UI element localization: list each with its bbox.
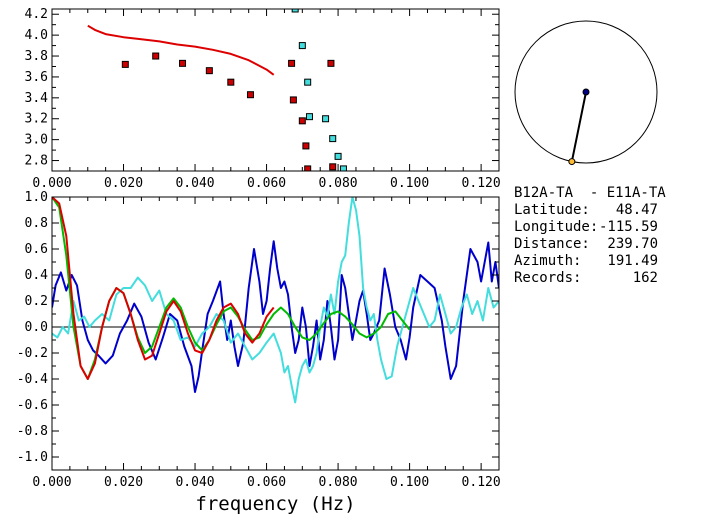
latitude-label: Latitude: [514, 202, 590, 218]
y-tick-label: 3.4 [25, 91, 49, 106]
series-line [52, 197, 499, 404]
data-point [291, 9, 299, 13]
x-tick-label: 0.120 [462, 475, 501, 490]
plot-frame [51, 8, 500, 172]
data-point [302, 142, 310, 150]
station-end-marker [568, 158, 576, 166]
series-line [52, 240, 499, 393]
y-tick-label: 2.8 [25, 154, 48, 169]
series-line [87, 24, 275, 76]
data-point [298, 117, 306, 125]
x-tick-label: 0.080 [319, 475, 358, 490]
data-point [227, 78, 235, 86]
x-tick-label: 0.040 [175, 176, 214, 191]
series-line [52, 197, 275, 380]
y-tick-label: -0.2 [17, 346, 48, 361]
records-label: Records: [514, 270, 582, 286]
azimuth-needle [570, 91, 587, 162]
info-row-azimuth: Azimuth: 191.49 [514, 253, 700, 270]
x-tick-label: 0.080 [319, 176, 358, 191]
series-line [52, 197, 411, 380]
distance-value: 239.70 [607, 236, 658, 252]
longitude-value: -115.59 [598, 219, 658, 235]
x-tick-label: 0.100 [390, 475, 429, 490]
azimuth-value: 191.49 [607, 253, 658, 269]
plot-area [52, 197, 499, 404]
longitude-label: Longitude: [514, 219, 599, 235]
data-point [288, 59, 296, 67]
data-point [327, 59, 335, 67]
station-pair-title: B12A-TA - E11A-TA [514, 185, 666, 201]
y-tick-label: 3.0 [25, 133, 48, 148]
y-tick-label: 0.4 [25, 268, 49, 283]
y-tick-label: 3.8 [25, 49, 48, 64]
data-point [329, 135, 337, 143]
y-tick-label: -0.4 [17, 372, 48, 387]
info-row-records: Records: 162 [514, 270, 700, 287]
latitude-value: 48.47 [615, 202, 658, 218]
data-point [289, 96, 297, 104]
station-info-panel: B12A-TA - E11A-TA Latitude: 48.47 Longit… [514, 184, 700, 287]
azimuth-panel [514, 20, 658, 166]
station-center-marker [582, 88, 590, 96]
y-tick-label: -1.0 [17, 450, 48, 465]
data-point [179, 59, 187, 67]
x-tick-label: 0.060 [247, 176, 286, 191]
records-value: 162 [632, 270, 658, 286]
y-tick-label: 0.6 [25, 242, 48, 257]
y-tick-label: 3.6 [25, 70, 48, 85]
y-tick-label: 0.8 [25, 216, 48, 231]
azimuth-circle [514, 20, 658, 164]
data-point [121, 60, 129, 68]
x-tick-label: 0.020 [104, 176, 143, 191]
y-tick-label: 0.2 [25, 294, 48, 309]
data-point [329, 163, 337, 171]
y-tick-label: 4.0 [25, 28, 48, 43]
dispersion-panel: 0.000 0.020 0.040 0.060 0.080 0.100 0.120 2.8 3.… [25, 7, 501, 191]
data-point [334, 152, 342, 160]
y-tick-label: 3.2 [25, 112, 48, 127]
x-tick-label: 0.040 [175, 475, 214, 490]
data-point [322, 115, 330, 123]
info-row-distance: Distance: 239.70 [514, 236, 700, 253]
data-point [305, 113, 313, 121]
info-row-longitude: Longitude: -115.59 [514, 219, 700, 236]
x-tick-label: 0.060 [247, 475, 286, 490]
plot-frame [51, 196, 500, 471]
y-tick-label: -0.6 [17, 398, 48, 413]
y-tick-label: -0.8 [17, 424, 48, 439]
data-point [298, 42, 306, 50]
x-tick-label: 0.120 [462, 176, 501, 191]
data-point [339, 165, 347, 171]
coherency-panel: 0.000 0.020 0.040 0.060 0.080 0.100 0.120 -1.0 -… [17, 190, 501, 515]
azimuth-label: Azimuth: [514, 253, 582, 269]
x-tick-label: 0.000 [32, 475, 71, 490]
y-tick-label: 1.0 [25, 190, 48, 205]
plot-area [87, 9, 347, 171]
data-point [304, 78, 312, 86]
data-point [246, 91, 254, 99]
data-point [205, 67, 213, 75]
x-tick-label: 0.000 [32, 176, 71, 191]
x-tick-label: 0.100 [390, 176, 429, 191]
y-tick-label: 0.0 [25, 320, 48, 335]
y-tick-label: 4.2 [25, 7, 48, 22]
x-axis-title: frequency (Hz) [195, 493, 355, 515]
info-row-latitude: Latitude: 48.47 [514, 202, 700, 219]
x-tick-label: 0.020 [104, 475, 143, 490]
distance-label: Distance: [514, 236, 590, 252]
data-point [152, 52, 160, 60]
data-point [304, 165, 312, 171]
